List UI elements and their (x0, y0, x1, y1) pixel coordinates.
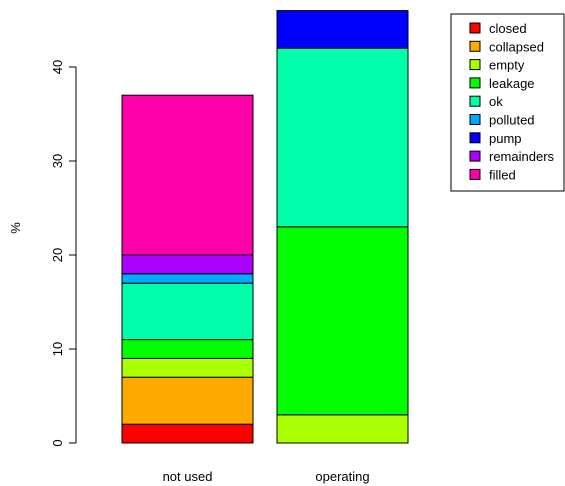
legend-label: filled (489, 167, 516, 182)
bar-segment (276, 226, 409, 416)
bar-segment (276, 47, 409, 228)
y-tick-label: 30 (50, 154, 65, 168)
y-tick-label: 20 (50, 248, 65, 262)
legend-swatch (469, 114, 481, 125)
y-tick-label: 0 (50, 439, 65, 446)
bar-segment (121, 357, 254, 378)
legend-swatch (469, 40, 481, 52)
bar-segment (276, 414, 409, 444)
bar-segment (121, 423, 254, 444)
legend-label: pump (489, 131, 522, 146)
legend-label: closed (489, 21, 527, 36)
bars (121, 10, 409, 444)
bar-segment (276, 10, 409, 49)
y-axis: 0 10 20 30 40 (50, 60, 77, 447)
legend-label: collapsed (489, 39, 544, 54)
legend: closed collapsed empty leakage ok polluted pum… (450, 13, 565, 192)
bar-segment (121, 339, 254, 359)
y-tick-label: 10 (50, 342, 65, 356)
legend-label: ok (489, 94, 503, 109)
x-tick-label: operating (315, 469, 369, 484)
legend-label: polluted (489, 113, 535, 128)
bar-segment (121, 254, 254, 275)
bar-segment (121, 94, 254, 256)
legend-swatch (469, 22, 481, 34)
legend-swatch (469, 59, 481, 71)
legend-label: remainders (489, 149, 555, 164)
legend-swatch (469, 168, 481, 180)
x-tick-label: not used (163, 469, 213, 484)
x-axis-labels: not used operating (163, 469, 370, 484)
bar-segment (121, 282, 254, 341)
legend-swatch (469, 132, 481, 144)
y-tick-label: 40 (50, 60, 65, 74)
legend-label: empty (489, 58, 525, 73)
legend-swatch (469, 150, 481, 162)
y-axis-label: % (8, 222, 23, 234)
legend-swatch (469, 77, 481, 89)
legend-swatch (469, 95, 481, 107)
legend-label: leakage (489, 76, 535, 91)
bar-segment (121, 273, 254, 284)
bar-segment (121, 376, 254, 425)
